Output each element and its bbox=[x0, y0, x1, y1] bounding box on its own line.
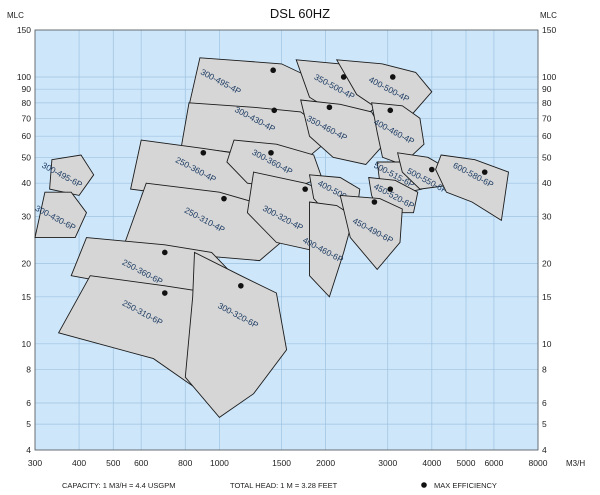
pump-zone: 350-460-4P bbox=[300, 99, 389, 165]
pump-zone: 300-320-6P bbox=[184, 251, 288, 419]
x-tick-label: 5000 bbox=[457, 458, 476, 468]
x-unit: M3/H bbox=[566, 459, 585, 468]
legend-marker bbox=[421, 482, 427, 488]
y-tick-label-right: 4 bbox=[542, 445, 547, 455]
pump-zone: 450-490-6P bbox=[339, 194, 403, 271]
y-tick-label-right: 40 bbox=[542, 178, 552, 188]
max-efficiency-point bbox=[268, 149, 274, 156]
y-tick-label-left: 4 bbox=[26, 445, 31, 455]
zone-outline bbox=[49, 154, 95, 196]
x-tick-label: 300 bbox=[28, 458, 42, 468]
pump-zone: 400-500-4P bbox=[335, 59, 433, 116]
pump-zone: 400-460-6P bbox=[301, 201, 355, 298]
pump-zone: 400-460-4P bbox=[371, 102, 425, 166]
y-tick-label-left: 60 bbox=[22, 131, 32, 141]
zone-outline bbox=[34, 191, 88, 239]
y-tick-label-right: 15 bbox=[542, 292, 552, 302]
max-efficiency-point bbox=[200, 149, 207, 156]
zone-outline bbox=[184, 251, 288, 419]
x-tick-label: 1500 bbox=[272, 458, 291, 468]
x-tick-label: 600 bbox=[134, 458, 148, 468]
y-tick-label-right: 30 bbox=[542, 212, 552, 222]
y-tick-label-right: 60 bbox=[542, 131, 552, 141]
max-efficiency-point bbox=[340, 74, 347, 80]
y-unit-right: MLC bbox=[540, 11, 557, 20]
y-tick-label-left: 80 bbox=[22, 98, 32, 108]
pump-zone: 250-310-6P bbox=[57, 275, 220, 390]
y-tick-label-left: 70 bbox=[22, 113, 32, 123]
y-unit-left: MLC bbox=[7, 11, 24, 20]
y-tick-label-right: 5 bbox=[542, 419, 547, 429]
y-tick-label-left: 8 bbox=[26, 365, 31, 375]
max-efficiency-point bbox=[387, 186, 394, 192]
y-tick-label-left: 30 bbox=[22, 212, 32, 222]
y-tick-label-right: 6 bbox=[542, 398, 547, 408]
pump-zone: 300-430-4P bbox=[180, 102, 334, 161]
zone-outline bbox=[339, 194, 403, 271]
max-efficiency-point bbox=[302, 186, 308, 192]
y-tick-label-right: 10 bbox=[542, 339, 552, 349]
y-tick-label-right: 100 bbox=[542, 72, 556, 82]
zone-outline bbox=[309, 201, 355, 298]
y-tick-label-left: 6 bbox=[26, 398, 31, 408]
max-efficiency-point bbox=[221, 195, 227, 202]
pump-zone: 250-310-4P bbox=[124, 182, 288, 262]
x-tick-label: 2000 bbox=[316, 458, 335, 468]
pump-zones: 300-495-4P 350-500-4P 400-500-4P300-430-4P… bbox=[34, 57, 509, 419]
x-tick-label: 4000 bbox=[422, 458, 441, 468]
x-tick-label: 400 bbox=[72, 458, 86, 468]
plot-frame bbox=[34, 29, 539, 451]
zone-outline bbox=[435, 154, 509, 222]
footer: CAPACITY: 1 M3/H = 4.4 USGPM TOTAL HEAD:… bbox=[62, 481, 497, 490]
y-tick-label-right: 70 bbox=[542, 113, 552, 123]
x-tick-label: 3000 bbox=[378, 458, 397, 468]
y-tick-label-left: 50 bbox=[22, 152, 32, 162]
y-tick-label-left: 15 bbox=[22, 292, 32, 302]
max-efficiency-point bbox=[326, 104, 333, 111]
x-tick-label: 6000 bbox=[484, 458, 503, 468]
pump-zone: 300-495-4P bbox=[188, 57, 330, 118]
max-efficiency-point bbox=[238, 282, 244, 289]
y-tick-label-right: 150 bbox=[542, 25, 556, 35]
y-tick-label-right: 80 bbox=[542, 98, 552, 108]
max-efficiency-point bbox=[389, 74, 396, 80]
zone-outline bbox=[335, 59, 433, 116]
y-tick-label-right: 90 bbox=[542, 84, 552, 94]
x-tick-label: 800 bbox=[178, 458, 192, 468]
y-tick-label-left: 5 bbox=[26, 419, 31, 429]
legend-label: MAX EFFICIENCY bbox=[434, 481, 497, 490]
max-efficiency-point bbox=[270, 67, 276, 74]
max-efficiency-point bbox=[162, 249, 168, 256]
x-tick-label: 8000 bbox=[529, 458, 548, 468]
y-tick-label-left: 20 bbox=[22, 258, 32, 268]
max-efficiency-point bbox=[481, 169, 488, 175]
max-efficiency-point bbox=[429, 166, 435, 173]
x-tick-label: 500 bbox=[106, 458, 120, 468]
y-tick-label-left: 40 bbox=[22, 178, 32, 188]
max-efficiency-point bbox=[371, 199, 378, 205]
chart-title: DSL 60HZ bbox=[270, 6, 330, 21]
y-tick-label-right: 50 bbox=[542, 152, 552, 162]
max-efficiency-point bbox=[387, 107, 394, 114]
pump-zone: 600-580-6P bbox=[435, 154, 509, 222]
footer-capacity: CAPACITY: 1 M3/H = 4.4 USGPM bbox=[62, 481, 175, 490]
y-tick-label-left: 150 bbox=[17, 25, 31, 35]
y-tick-label-left: 90 bbox=[22, 84, 32, 94]
axis-ticks: 300 400 500 600 800 1000 1500 2000 3000 4000 5000 6… bbox=[17, 25, 557, 468]
pump-zone: 300-430-6P bbox=[34, 191, 88, 239]
y-tick-label-right: 20 bbox=[542, 258, 552, 268]
zone-outline bbox=[300, 99, 389, 165]
footer-head: TOTAL HEAD: 1 M = 3.28 FEET bbox=[230, 481, 338, 490]
y-tick-label-left: 10 bbox=[22, 339, 32, 349]
y-tick-label-left: 100 bbox=[17, 72, 31, 82]
max-efficiency-point bbox=[162, 290, 168, 296]
y-tick-label-right: 8 bbox=[542, 365, 547, 375]
zone-outline bbox=[371, 102, 425, 166]
zone-outline bbox=[397, 152, 446, 190]
x-tick-label: 1000 bbox=[210, 458, 229, 468]
max-efficiency-point bbox=[271, 107, 278, 114]
